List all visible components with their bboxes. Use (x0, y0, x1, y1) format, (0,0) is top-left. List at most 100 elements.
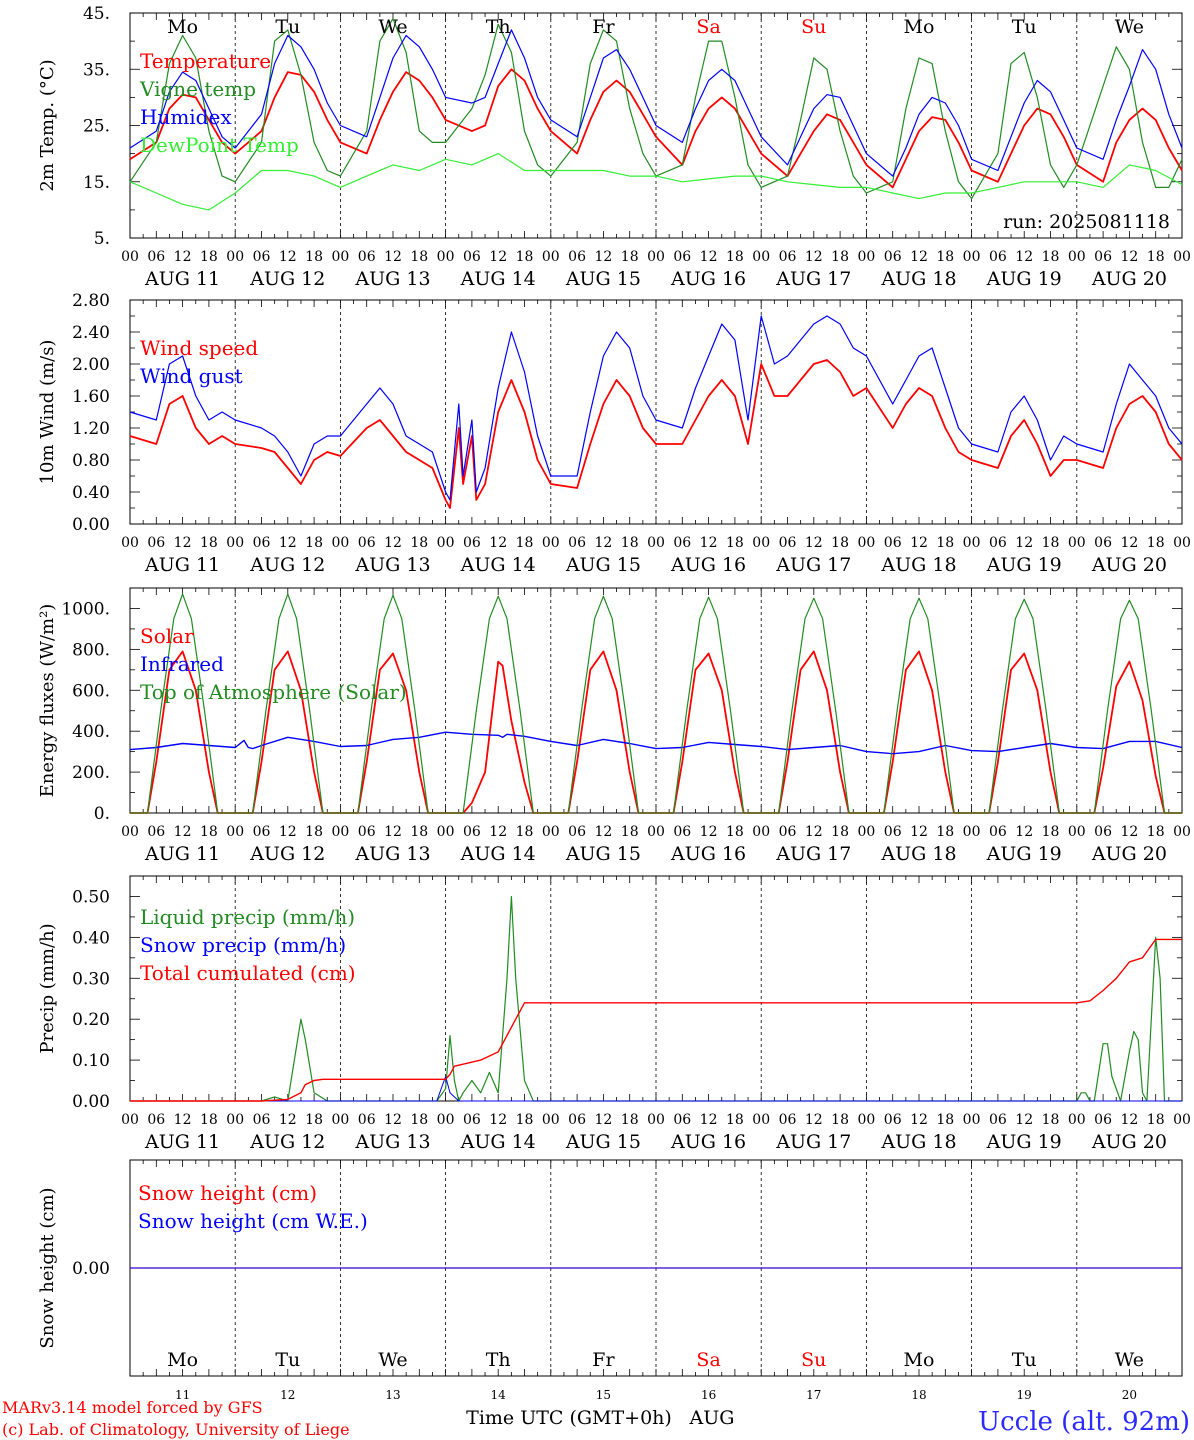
legend-entry: Wind speed (140, 336, 258, 360)
date-label: AUG 17 (775, 268, 851, 290)
hour-label: 06 (884, 824, 902, 840)
hour-label: 00 (1068, 824, 1086, 840)
hour-label: 00 (647, 824, 665, 840)
model-credit: MARv3.14 model forced by GFS (2, 1398, 263, 1417)
date-label: AUG 19 (986, 843, 1062, 865)
hour-label: 18 (516, 535, 534, 551)
hour-label: 00 (1068, 249, 1086, 265)
y-tick-label: 0.00 (72, 1259, 110, 1279)
hour-label: 18 (936, 249, 954, 265)
hour-label: 18 (410, 249, 428, 265)
hour-label: 06 (779, 824, 797, 840)
hour-label: 06 (1094, 824, 1112, 840)
hour-label: 06 (358, 249, 376, 265)
day-number-label: 11 (175, 1388, 190, 1402)
hour-label: 00 (542, 535, 560, 551)
hour-label: 18 (1042, 535, 1060, 551)
hour-label: 12 (594, 824, 612, 840)
series-line-wind-speed (129, 359, 1183, 509)
lab-credit: (c) Lab. of Climatology, University of L… (2, 1420, 350, 1439)
hour-label: 00 (437, 824, 455, 840)
run-label: run: 2025081118 (1003, 211, 1170, 233)
day-number-label: 20 (1122, 1388, 1137, 1402)
hour-label: 12 (594, 535, 612, 551)
hour-label: 18 (726, 535, 744, 551)
hour-label: 18 (1147, 1112, 1165, 1128)
hour-label: 18 (1042, 824, 1060, 840)
hour-label: 18 (410, 824, 428, 840)
y-tick-label: 0.00 (72, 515, 110, 535)
hour-label: 12 (805, 824, 823, 840)
hour-label: 18 (200, 535, 218, 551)
weekday-label: Sa (696, 16, 720, 38)
y-tick-label: 15. (83, 173, 110, 193)
weekday-label: Tu (1012, 1349, 1037, 1371)
legend-entry: Humidex (140, 105, 232, 129)
legend-entry: Liquid precip (mm/h) (140, 905, 355, 929)
day-number-label: 15 (596, 1388, 611, 1402)
weekday-label: Mo (167, 16, 198, 38)
date-label: AUG 18 (880, 1131, 956, 1153)
legend-entry: Top of Atmosphere (Solar) (140, 680, 407, 704)
legend-entry: Wind gust (140, 364, 243, 388)
date-label: AUG 19 (986, 1131, 1062, 1153)
hour-label: 00 (1173, 1112, 1191, 1128)
weekday-label: Tu (275, 16, 300, 38)
legend-entry: Snow height (cm) (138, 1181, 317, 1205)
date-label: AUG 15 (565, 843, 641, 865)
hour-label: 06 (463, 1112, 481, 1128)
hour-label: 06 (989, 824, 1007, 840)
date-label: AUG 17 (775, 843, 851, 865)
y-tick-label: 0.80 (72, 451, 110, 471)
y-tick-label: 400. (72, 722, 110, 742)
hour-label: 12 (489, 1112, 507, 1128)
hour-label: 06 (989, 1112, 1007, 1128)
hour-label: 18 (305, 535, 323, 551)
hour-label: 00 (963, 249, 981, 265)
hour-label: 12 (174, 535, 192, 551)
date-label: AUG 20 (1091, 268, 1167, 290)
panel-3: 0. 200. 400. 600. 800. 1000.Energy fluxes (W/… (37, 587, 1191, 865)
hour-label: 18 (1147, 535, 1165, 551)
hour-label: 00 (1173, 824, 1191, 840)
hour-label: 18 (200, 824, 218, 840)
weekday-label: Th (486, 16, 511, 38)
hour-label: 00 (542, 1112, 560, 1128)
hour-label: 06 (568, 535, 586, 551)
hour-label: 00 (647, 535, 665, 551)
hour-label: 12 (805, 535, 823, 551)
hour-label: 18 (1042, 1112, 1060, 1128)
hour-label: 12 (279, 249, 297, 265)
hour-label: 00 (437, 249, 455, 265)
hour-label: 18 (726, 249, 744, 265)
hour-label: 12 (1120, 249, 1138, 265)
date-label: AUG 13 (354, 1131, 430, 1153)
hour-label: 06 (673, 249, 691, 265)
hour-label: 18 (200, 1112, 218, 1128)
hour-label: 18 (305, 249, 323, 265)
y-tick-label: 0.30 (72, 969, 110, 989)
y-tick-label: 0. (94, 804, 110, 824)
hour-label: 18 (1147, 824, 1165, 840)
date-label: AUG 12 (249, 554, 325, 576)
hour-label: 12 (594, 1112, 612, 1128)
hour-label: 12 (1015, 249, 1033, 265)
hour-label: 00 (121, 1112, 139, 1128)
hour-label: 18 (726, 1112, 744, 1128)
hour-label: 18 (410, 1112, 428, 1128)
date-label: AUG 13 (354, 554, 430, 576)
date-label: AUG 12 (249, 843, 325, 865)
hour-label: 18 (516, 1112, 534, 1128)
hour-label: 06 (673, 824, 691, 840)
y-tick-label: 1.60 (72, 387, 110, 407)
hour-label: 00 (963, 824, 981, 840)
y-tick-label: 0.40 (72, 483, 110, 503)
panel-5: 0.00 Snow height (cm) Snow height (cm) Snow… (37, 1159, 1183, 1377)
date-label: AUG 14 (460, 1131, 536, 1153)
hour-label: 06 (568, 249, 586, 265)
hour-label: 18 (726, 824, 744, 840)
hour-label: 06 (253, 1112, 271, 1128)
hour-label: 12 (384, 249, 402, 265)
weekday-label: Mo (167, 1349, 198, 1371)
